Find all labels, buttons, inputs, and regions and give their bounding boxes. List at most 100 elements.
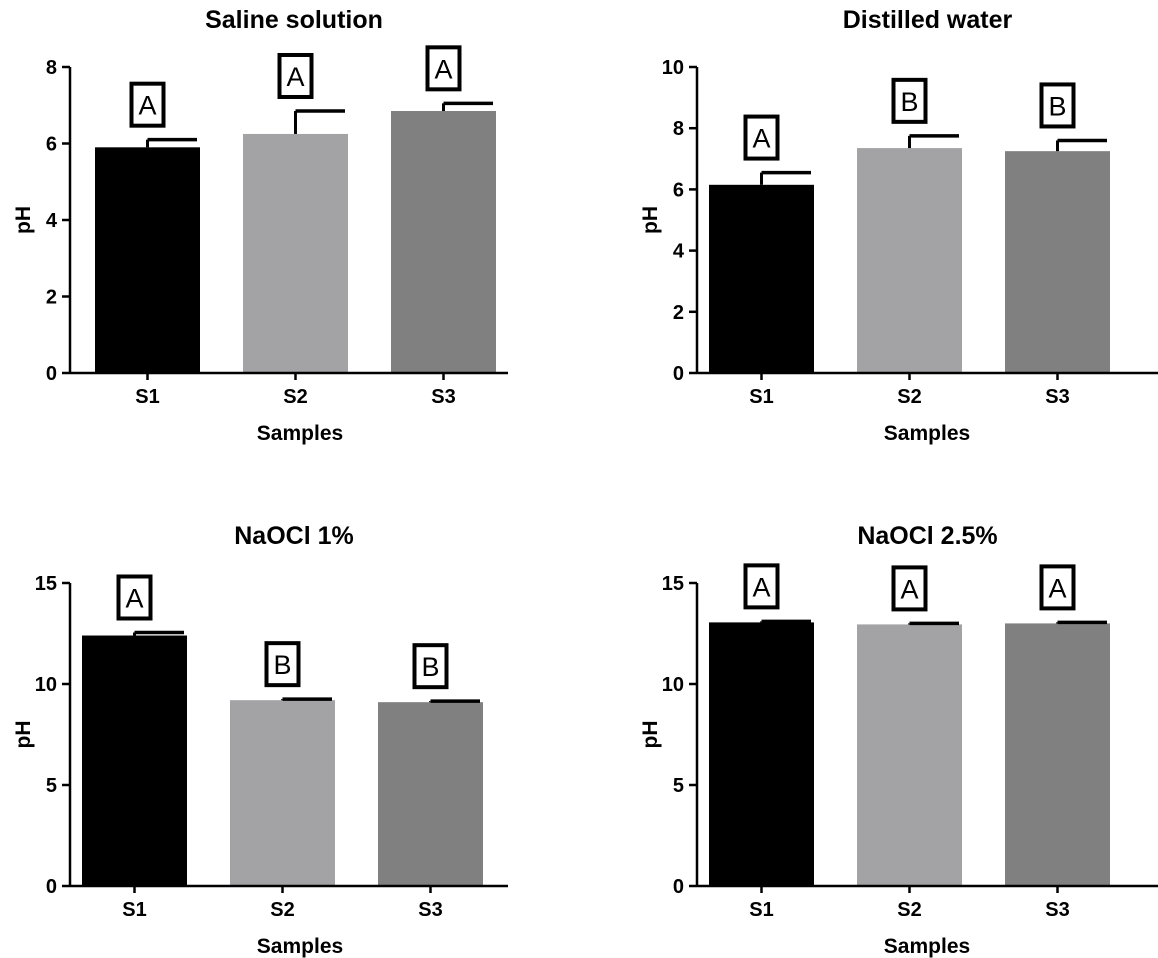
chart-panel-1: Saline solution A S1 A S2 A S3 0 2 4 6 8 Samples pH bbox=[12, 6, 508, 445]
group-letter-s1: A bbox=[743, 563, 780, 610]
group-letter-s3: A bbox=[425, 45, 462, 92]
y-axis-label: pH bbox=[639, 206, 662, 234]
letter-label: A bbox=[434, 54, 452, 84]
x-tick-label: S3 bbox=[1045, 386, 1069, 408]
x-tick-label: S1 bbox=[749, 386, 773, 408]
x-tick-label: S2 bbox=[270, 899, 294, 921]
bar-s2 bbox=[230, 700, 335, 886]
letter-label: A bbox=[286, 62, 304, 92]
chart-panel-3: NaOCl 1% A S1 B S2 B S3 0 5 10 15 Samples pH bbox=[12, 522, 508, 958]
x-axis-label: Samples bbox=[257, 422, 343, 445]
chart-title: Distilled water bbox=[843, 6, 1013, 34]
letter-box bbox=[412, 643, 449, 690]
letter-label: A bbox=[752, 124, 770, 154]
letter-label: B bbox=[421, 652, 439, 682]
chart-title: NaOCl 1% bbox=[234, 522, 353, 550]
group-letter-s1: A bbox=[129, 81, 166, 128]
group-letter-s2: A bbox=[277, 52, 314, 99]
error-bar-s1 bbox=[760, 619, 811, 624]
bar-s3 bbox=[1005, 623, 1110, 886]
y-tick-label: 10 bbox=[662, 674, 684, 696]
chart-title: NaOCl 2.5% bbox=[857, 522, 997, 550]
y-tick-label: 8 bbox=[46, 57, 57, 79]
error-bar-s2 bbox=[908, 134, 959, 149]
y-axis-label: pH bbox=[12, 721, 35, 749]
letter-box bbox=[743, 114, 780, 161]
y-tick-label: 0 bbox=[46, 363, 57, 385]
error-bar-s3 bbox=[1056, 620, 1107, 625]
error-bar-s3 bbox=[1056, 138, 1107, 152]
letter-box bbox=[116, 574, 153, 621]
group-letter-s2: B bbox=[891, 77, 928, 124]
group-letter-s2: B bbox=[264, 641, 301, 688]
group-letter-s1: A bbox=[116, 574, 153, 621]
letter-label: B bbox=[273, 650, 291, 680]
y-tick-label: 15 bbox=[662, 573, 684, 595]
y-tick-label: 0 bbox=[46, 876, 57, 898]
letter-label: A bbox=[900, 574, 918, 604]
letter-box bbox=[129, 81, 166, 128]
y-tick-label: 6 bbox=[46, 134, 57, 156]
letter-label: A bbox=[752, 572, 770, 602]
x-axis-label: Samples bbox=[884, 935, 970, 958]
error-bar-s1 bbox=[146, 137, 197, 148]
error-bar-s3 bbox=[429, 699, 480, 703]
letter-label: B bbox=[900, 87, 918, 117]
x-tick-label: S3 bbox=[1045, 899, 1069, 921]
letter-box bbox=[743, 563, 780, 610]
y-tick-label: 5 bbox=[673, 775, 684, 797]
y-tick-label: 0 bbox=[673, 876, 684, 898]
letter-box bbox=[1039, 82, 1076, 129]
error-bar-s1 bbox=[760, 170, 811, 185]
error-bar-s1 bbox=[133, 630, 184, 636]
y-tick-label: 8 bbox=[673, 118, 684, 140]
y-tick-label: 4 bbox=[46, 210, 58, 232]
group-letter-s1: A bbox=[743, 114, 780, 161]
letter-label: A bbox=[138, 91, 156, 121]
y-tick-label: 0 bbox=[673, 363, 684, 385]
y-axis-label: pH bbox=[639, 721, 662, 749]
y-axis-label: pH bbox=[12, 206, 35, 234]
letter-label: A bbox=[125, 583, 143, 613]
y-tick-label: 4 bbox=[673, 241, 685, 263]
error-bar-s3 bbox=[442, 101, 493, 111]
bar-s1 bbox=[709, 184, 814, 373]
x-tick-label: S2 bbox=[897, 899, 921, 921]
bar-s2 bbox=[857, 148, 962, 373]
group-letter-s2: A bbox=[891, 565, 928, 612]
letter-box bbox=[277, 52, 314, 99]
letter-box bbox=[264, 641, 301, 688]
x-tick-label: S3 bbox=[418, 899, 442, 921]
y-tick-label: 15 bbox=[35, 573, 57, 595]
x-tick-label: S3 bbox=[431, 386, 455, 408]
bar-s1 bbox=[709, 622, 814, 886]
letter-label: A bbox=[1048, 573, 1066, 603]
letter-box bbox=[891, 565, 928, 612]
chart-panel-4: NaOCl 2.5% A S1 A S2 A S3 0 5 10 15 Samples pH bbox=[639, 522, 1158, 958]
letter-box bbox=[425, 45, 462, 92]
x-tick-label: S1 bbox=[135, 386, 159, 408]
y-tick-label: 6 bbox=[673, 179, 684, 201]
error-bar-s2 bbox=[294, 109, 345, 134]
x-tick-label: S2 bbox=[897, 386, 921, 408]
chart-title: Saline solution bbox=[205, 6, 383, 34]
y-tick-label: 5 bbox=[46, 775, 57, 797]
bar-s3 bbox=[391, 110, 496, 374]
error-bar-s2 bbox=[908, 621, 959, 626]
bar-s2 bbox=[857, 624, 962, 886]
y-tick-label: 2 bbox=[673, 302, 684, 324]
x-tick-label: S2 bbox=[283, 386, 307, 408]
letter-label: B bbox=[1048, 91, 1066, 121]
bar-s2 bbox=[243, 133, 348, 373]
group-letter-s3: B bbox=[1039, 82, 1076, 129]
bar-s1 bbox=[82, 635, 187, 886]
y-tick-label: 10 bbox=[35, 674, 57, 696]
letter-box bbox=[891, 77, 928, 124]
letter-box bbox=[1039, 564, 1076, 611]
group-letter-s3: A bbox=[1039, 564, 1076, 611]
x-axis-label: Samples bbox=[884, 422, 970, 445]
bar-s3 bbox=[378, 702, 483, 886]
x-axis-label: Samples bbox=[257, 935, 343, 958]
x-tick-label: S1 bbox=[749, 899, 773, 921]
x-tick-label: S1 bbox=[122, 899, 146, 921]
